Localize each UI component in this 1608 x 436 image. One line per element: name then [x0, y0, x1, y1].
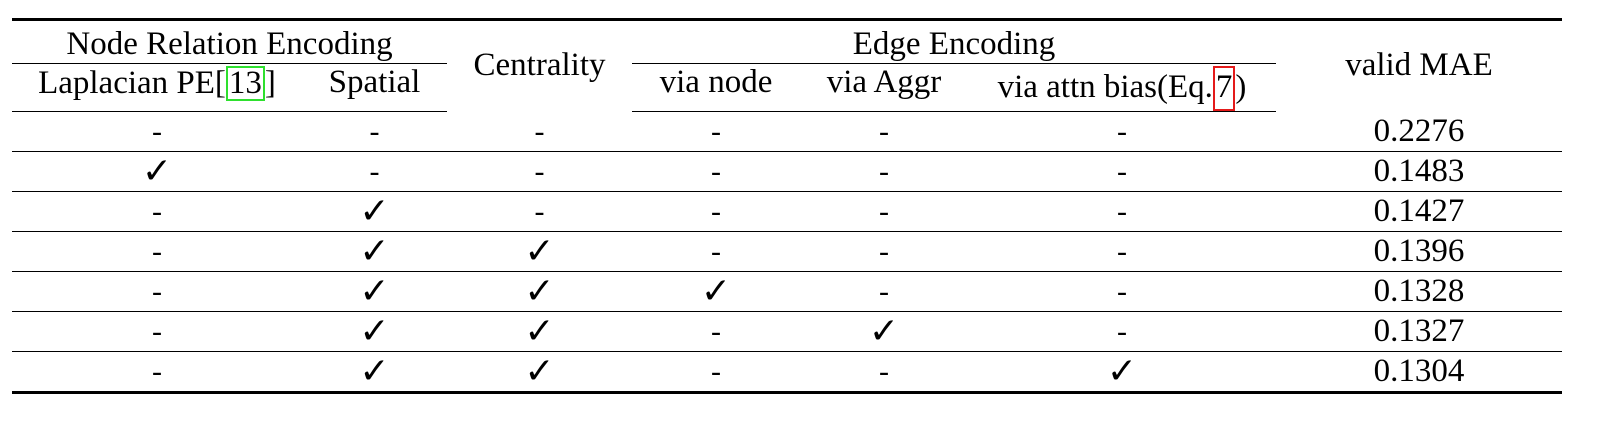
cell-spatial: ✓ — [359, 350, 390, 392]
cell-via-node: - — [632, 231, 800, 273]
table-row: - ✓ ✓ - - ✓ 0.1304 — [12, 352, 1562, 392]
header-valid-mae: valid MAE — [1345, 46, 1493, 83]
cell-via-node: - — [632, 311, 800, 353]
header-row-sub: Laplacian PE[13] Spatial via node via Ag… — [12, 63, 1562, 113]
cite-bracket-close: ] — [264, 65, 276, 101]
header-via-attn-bias: via attn bias(Eq.7) — [968, 63, 1276, 113]
cell-valid-mae: 0.2276 — [1276, 111, 1562, 153]
cite-bracket-open: [ — [214, 65, 226, 101]
cell-laplacian-pe: ✓ — [12, 151, 302, 193]
cell-spatial: ✓ — [302, 311, 447, 353]
header-laplacian-pe: Laplacian PE[13] — [12, 63, 302, 113]
via-attn-bias-close: ) — [1235, 69, 1247, 105]
cell-via-node: - — [711, 354, 721, 388]
cell-laplacian-pe: - — [12, 231, 302, 273]
cell-valid-mae: 0.1483 — [1276, 151, 1562, 193]
cell-via-attn-bias: - — [968, 311, 1276, 353]
citation-link-13[interactable]: 13 — [225, 66, 265, 102]
cell-spatial: ✓ — [302, 231, 447, 273]
cell-via-aggr: - — [800, 111, 968, 153]
cell-spatial: - — [302, 151, 447, 193]
cell-via-aggr: - — [800, 191, 968, 233]
cell-via-aggr: - — [879, 354, 889, 388]
table-body: - - - - - -0.2276 ✓ - - - - -0.1483- ✓ - - - -0.1427- ✓ ✓ -… — [12, 111, 1562, 392]
cell-via-node: - — [632, 111, 800, 153]
header-edge-encoding: Edge Encoding — [632, 21, 1276, 64]
ablation-table-container: Node Relation Encoding Centrality Edge E… — [12, 18, 1562, 394]
cell-centrality: - — [447, 111, 632, 153]
cell-via-aggr: ✓ — [800, 311, 968, 353]
cell-via-node: - — [632, 151, 800, 193]
cell-spatial: ✓ — [302, 191, 447, 233]
cell-centrality: ✓ — [447, 311, 632, 353]
cell-laplacian-pe: - — [12, 191, 302, 233]
cell-centrality: ✓ — [447, 271, 632, 313]
cell-centrality: - — [447, 151, 632, 193]
header-row-groups: Node Relation Encoding Centrality Edge E… — [12, 21, 1562, 81]
table-row: - ✓ ✓ - - -0.1396 — [12, 231, 1562, 273]
table-row: ✓ - - - - -0.1483 — [12, 151, 1562, 193]
cell-via-node: - — [632, 191, 800, 233]
cell-via-attn-bias: - — [968, 151, 1276, 193]
cell-via-attn-bias: - — [968, 231, 1276, 273]
cell-laplacian-pe: - — [12, 271, 302, 313]
cell-via-attn-bias: ✓ — [1106, 350, 1138, 392]
header-centrality: Centrality — [473, 46, 606, 83]
cell-via-aggr: - — [800, 271, 968, 313]
header-via-node: via node — [632, 63, 800, 113]
cell-valid-mae: 0.1304 — [1373, 353, 1465, 390]
cell-valid-mae: 0.1327 — [1276, 311, 1562, 353]
cell-centrality: ✓ — [447, 231, 632, 273]
cell-via-aggr: - — [800, 231, 968, 273]
cell-spatial: ✓ — [302, 271, 447, 313]
via-attn-bias-label: via attn bias(Eq. — [997, 69, 1213, 105]
ablation-table: Node Relation Encoding Centrality Edge E… — [12, 18, 1562, 394]
table-row: - - - - - -0.2276 — [12, 111, 1562, 153]
equation-link-7[interactable]: 7 — [1212, 66, 1236, 112]
header-node-relation-encoding: Node Relation Encoding — [12, 21, 447, 64]
cell-centrality: - — [447, 191, 632, 233]
cell-centrality: ✓ — [524, 350, 555, 392]
cell-via-aggr: - — [800, 151, 968, 193]
cell-via-attn-bias: - — [968, 271, 1276, 313]
table-row: - ✓ - - - -0.1427 — [12, 191, 1562, 233]
cell-valid-mae: 0.1427 — [1276, 191, 1562, 233]
header-via-aggr: via Aggr — [800, 63, 968, 113]
table-row: - ✓ ✓ ✓ - -0.1328 — [12, 271, 1562, 313]
cell-via-attn-bias: - — [968, 191, 1276, 233]
cell-spatial: - — [302, 111, 447, 153]
cell-laplacian-pe: - — [12, 311, 302, 353]
cell-laplacian-pe: - — [12, 111, 302, 153]
cell-valid-mae: 0.1328 — [1276, 271, 1562, 313]
header-spatial: Spatial — [302, 63, 447, 113]
cell-valid-mae: 0.1396 — [1276, 231, 1562, 273]
cell-via-attn-bias: - — [968, 111, 1276, 153]
cell-laplacian-pe: - — [152, 354, 162, 388]
cell-via-node: ✓ — [632, 271, 800, 313]
table-row: - ✓ ✓ - ✓ -0.1327 — [12, 311, 1562, 353]
laplacian-pe-label: Laplacian PE — [38, 65, 215, 101]
